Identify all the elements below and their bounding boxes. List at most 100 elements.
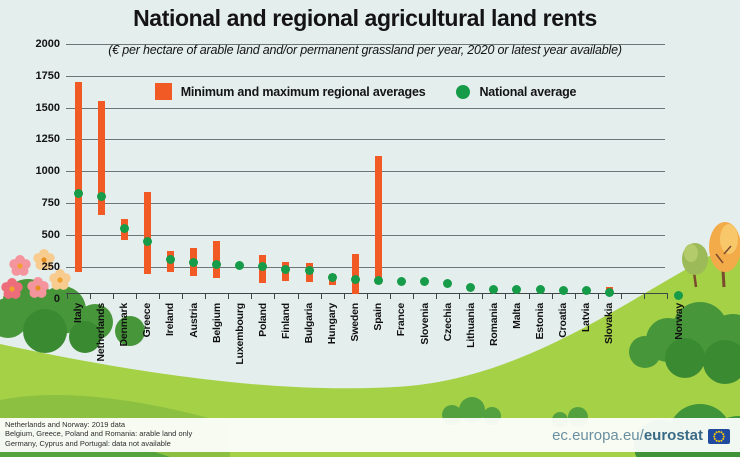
x-axis-tick [135,293,137,299]
x-label-romania: Romania [487,303,500,346]
national-average-dot-slovakia [604,287,614,297]
bush-right-shadow [665,338,740,384]
gridline-250 [66,266,665,268]
x-axis-tick [228,293,230,299]
x-label-malta: Malta [510,303,523,329]
x-axis-tick [436,293,438,299]
gridline-1750 [66,75,665,77]
national-average-dot-norway [674,290,684,300]
footnotes: Netherlands and Norway: 2019 data Belgiu… [5,420,192,448]
x-axis-tick [274,293,276,299]
y-axis-label-250: 250 [41,260,60,273]
x-axis-tick [66,293,68,299]
range-bar-netherlands [97,101,105,215]
y-axis-label-1500: 1500 [35,101,60,114]
national-average-dot-croatia [558,285,568,295]
range-bar-spain [374,156,382,284]
chart-legend: Minimum and maximum regional averages Na… [66,83,665,100]
y-axis-label-750: 750 [41,197,60,210]
x-axis-tick [205,293,207,299]
x-label-italy: Italy [72,303,84,324]
x-axis-tick [574,293,576,299]
x-label-norway: Norway [672,303,685,340]
footnote-line: Netherlands and Norway: 2019 data [5,420,126,429]
x-axis-tick [620,293,622,299]
footer-band [0,418,740,452]
x-axis-tick [251,293,253,299]
x-label-croatia: Croatia [557,303,570,338]
page-title: National and regional agricultural land … [133,5,597,31]
x-axis-tick [297,293,299,299]
gridline-750 [66,203,665,205]
y-axis-label-1000: 1000 [35,165,60,178]
x-axis-tick [112,293,114,299]
x-axis-tick [482,293,484,299]
x-label-slovenia: Slovenia [418,303,431,345]
gridline-500 [66,234,665,236]
x-axis-tick [505,293,507,299]
national-average-dot-malta [512,285,522,295]
x-axis-tick [366,293,368,299]
x-axis-tick [89,293,91,299]
bush-left-shadow [23,309,101,353]
y-axis-label-500: 500 [41,228,60,241]
legend-average-label: National average [479,84,577,99]
hill [0,240,740,457]
range-bar-belgium [213,240,221,279]
range-bar-sweden [351,254,359,295]
x-axis-tick [644,293,645,299]
x-axis-tick [597,293,599,299]
x-label-finland: Finland [279,303,292,339]
x-axis-tick [413,293,414,299]
x-label-france: France [395,303,408,337]
national-average-dot-sweden [350,274,360,284]
y-axis-label-0: 0 [53,292,60,305]
national-average-dot-luxembourg [235,260,245,270]
tree-green [682,243,708,288]
x-axis-tick [182,293,183,299]
gridline-1000 [66,171,665,173]
national-average-dot-estonia [535,285,545,295]
x-axis-tick [551,293,553,299]
x-axis-tick [667,293,669,299]
x-label-luxembourg: Luxembourg [233,303,246,365]
x-axis-tick [343,293,345,299]
x-label-greece: Greece [141,303,154,338]
national-average-dot-italy [73,189,83,198]
flowers [1,249,71,299]
footnote-line: Belgium, Greece, Poland and Romania: ara… [5,429,193,439]
x-axis-tick [320,293,322,299]
national-average-dot-netherlands [96,191,106,201]
x-label-lithuania: Lithuania [464,303,477,348]
national-average-dot-france [396,276,406,286]
x-label-sweden: Sweden [349,303,362,342]
gridline-1250 [66,139,665,141]
subtitle-wrap: (€ per hectare of arable land and/or per… [40,41,690,59]
national-average-dot-austria [189,257,198,267]
eurostat-footer: ec.europa.eu/eurostat [552,424,730,448]
x-axis-tick [158,293,160,299]
x-label-czechia: Czechia [441,303,454,342]
x-label-belgium: Belgium [210,303,223,344]
x-label-ireland: Ireland [164,303,177,337]
x-axis-tick [389,293,391,299]
x-label-slovakia: Slovakia [603,303,616,345]
range-bar-greece [143,191,151,274]
eurostat-link[interactable]: ec.europa.eu/eurostat [552,427,703,445]
national-average-dot-denmark [119,224,129,233]
x-label-hungary: Hungary [326,303,339,345]
national-average-dot-latvia [581,286,591,296]
url-prefix: ec.europa.eu/ [552,427,644,444]
eu-flag-icon [708,428,730,444]
chart-subtitle: (€ per hectare of arable land and/or per… [98,42,632,58]
range-bar-swatch-icon [154,83,172,100]
national-average-dot-icon [456,84,471,99]
x-axis-tick [528,293,530,299]
national-average-dot-ireland [165,254,175,264]
x-label-latvia: Latvia [580,303,593,333]
range-bar-italy [74,82,82,273]
y-axis-label-1750: 1750 [35,69,60,82]
national-average-dot-hungary [327,273,337,282]
